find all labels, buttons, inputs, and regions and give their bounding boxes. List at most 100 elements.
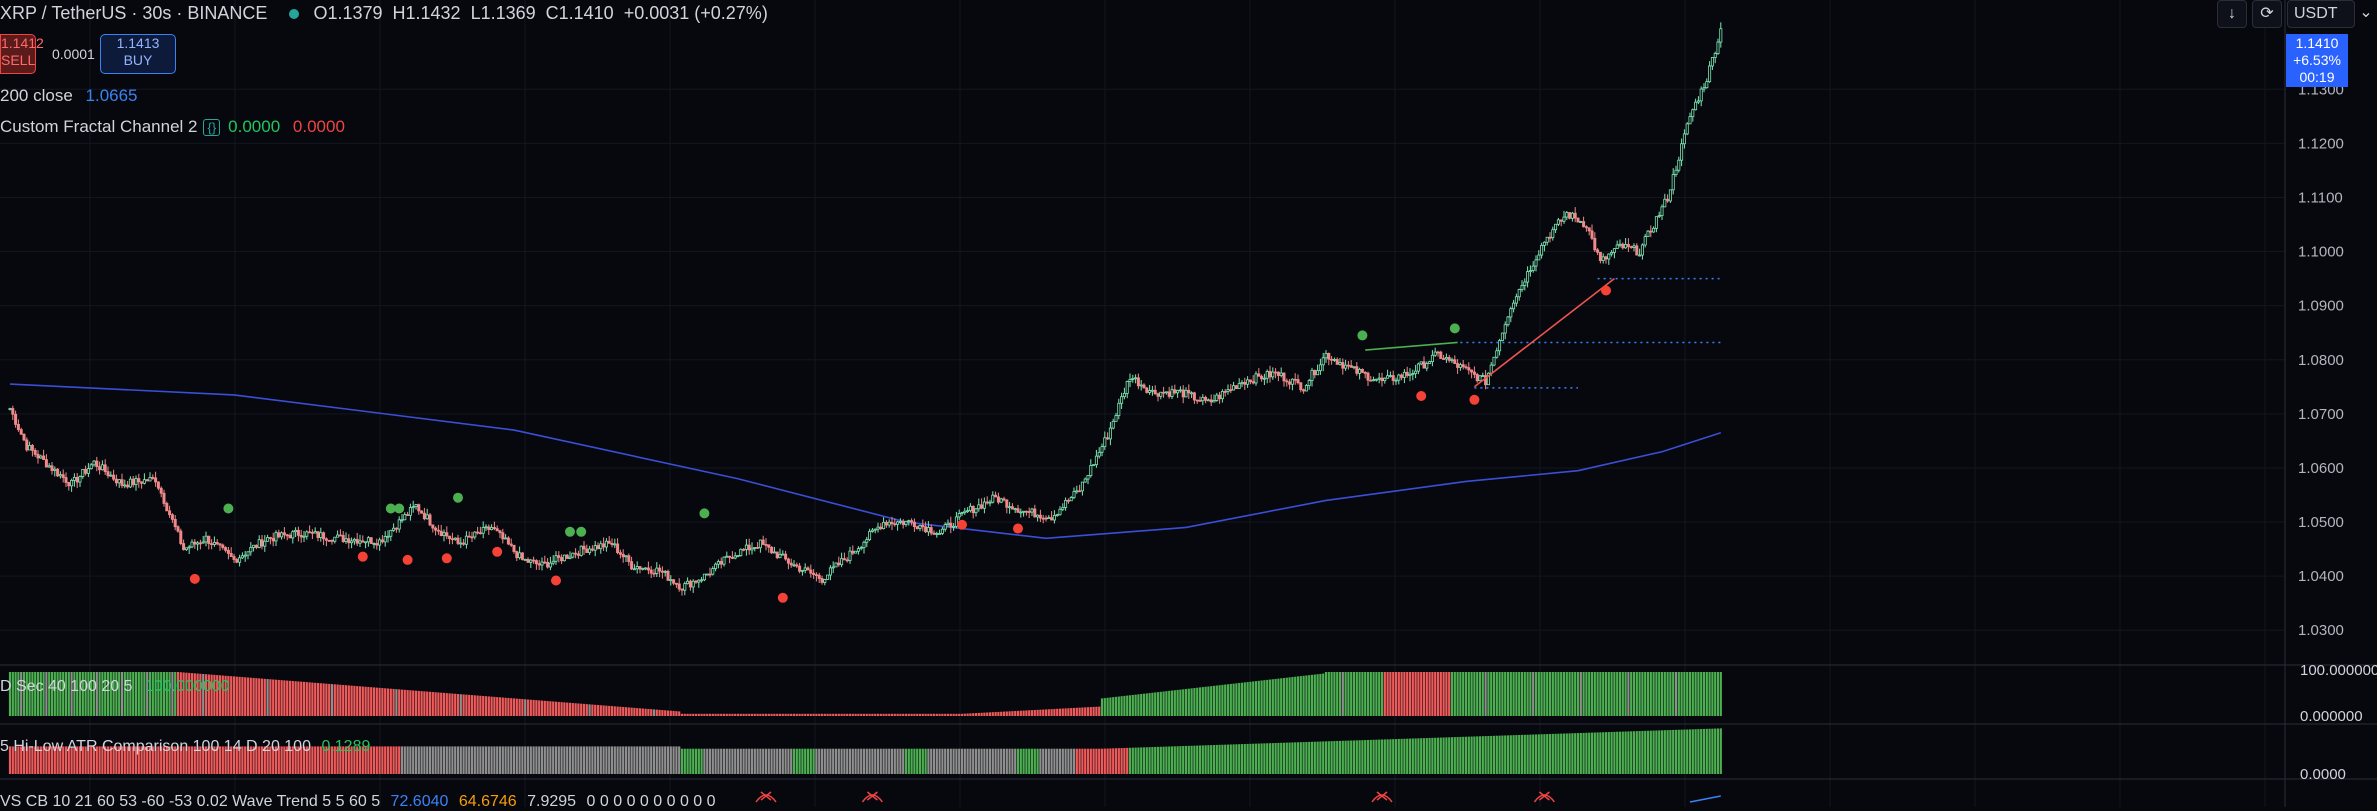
candle-down bbox=[462, 542, 466, 545]
candle bbox=[1229, 383, 1233, 394]
panel-1-bar bbox=[904, 713, 908, 716]
candle-down bbox=[1400, 374, 1404, 378]
panel-2-bar bbox=[277, 746, 280, 774]
panel-1-bar bbox=[230, 676, 233, 716]
candle-up bbox=[926, 527, 930, 533]
panel-2-bar bbox=[1624, 731, 1627, 774]
candle bbox=[389, 529, 393, 542]
candle bbox=[1150, 385, 1154, 396]
panel-1-bar bbox=[1100, 698, 1104, 716]
panel-1-bar bbox=[319, 683, 322, 716]
panel-1-bar bbox=[266, 679, 269, 716]
panel-2-bar bbox=[1702, 728, 1706, 774]
panel-1-bar bbox=[1641, 672, 1644, 716]
candle-up bbox=[39, 455, 43, 459]
panel-2-bar bbox=[510, 746, 513, 774]
panel-1-bar bbox=[510, 698, 513, 716]
ma-legend[interactable]: 200 close 1.0665 bbox=[0, 86, 138, 106]
panel-1-bar bbox=[692, 713, 695, 716]
sell-button[interactable]: 1.1412 SELL bbox=[0, 34, 44, 74]
candle bbox=[394, 527, 398, 533]
candle-up bbox=[588, 548, 592, 553]
panel-1-bar bbox=[146, 672, 149, 716]
candle-up bbox=[736, 555, 740, 557]
chevron-down-icon[interactable]: ⌄ bbox=[2359, 4, 2373, 21]
candle-up bbox=[856, 548, 860, 552]
panel-2-legend[interactable]: 5 Hi-Low ATR Comparison 100 14 D 20 100 … bbox=[0, 738, 370, 756]
candle bbox=[25, 437, 29, 452]
candle bbox=[876, 522, 880, 533]
candle bbox=[568, 551, 572, 560]
panel-1-bar bbox=[56, 672, 59, 716]
candle bbox=[1576, 217, 1580, 223]
panel-1-bar bbox=[532, 699, 535, 716]
panel-2-bar bbox=[78, 746, 82, 774]
candle-down bbox=[176, 526, 180, 532]
candle-down bbox=[431, 524, 435, 529]
candle-down bbox=[789, 562, 793, 566]
candle-up bbox=[1671, 174, 1675, 191]
candle-up bbox=[1640, 244, 1644, 256]
candle-up bbox=[792, 564, 796, 567]
fractal-legend[interactable]: Custom Fractal Channel 2{} 0.0000 0.0000 bbox=[0, 117, 345, 137]
candle-up bbox=[686, 580, 690, 585]
wave-line bbox=[1689, 795, 1721, 803]
candle-up bbox=[1100, 446, 1104, 453]
download-icon[interactable]: ↓ bbox=[2217, 0, 2247, 28]
panel-1-bar bbox=[339, 684, 342, 716]
panel-1-bar bbox=[1176, 689, 1179, 716]
candle-down bbox=[501, 532, 505, 540]
candle-down bbox=[448, 535, 452, 540]
candle-down bbox=[56, 468, 60, 477]
candle bbox=[294, 527, 298, 538]
candle bbox=[1414, 364, 1418, 379]
candle bbox=[1369, 375, 1373, 382]
panel-2-bar bbox=[311, 746, 314, 774]
candle bbox=[624, 555, 628, 562]
fractal-down-value: 0.0000 bbox=[292, 117, 345, 136]
price-tick-label: 1.1000 bbox=[2298, 244, 2344, 261]
panel-1-bar bbox=[314, 682, 317, 716]
panel-2-bar bbox=[1243, 744, 1246, 774]
panel-1-bar bbox=[1022, 710, 1025, 716]
panel-1-bar bbox=[1252, 681, 1255, 716]
candle-up bbox=[319, 532, 323, 538]
candle-up bbox=[134, 478, 138, 486]
refresh-icon[interactable]: ⟳ bbox=[2252, 0, 2282, 28]
panel-2-bar bbox=[1677, 729, 1680, 774]
panel-1-bar bbox=[1512, 672, 1515, 716]
candle bbox=[526, 557, 530, 563]
candle bbox=[1559, 219, 1563, 227]
panel-3-legend[interactable]: VS CB 10 21 60 53 -60 -53 0.02 Wave Tren… bbox=[0, 793, 716, 811]
panel-1-bar bbox=[375, 687, 378, 716]
panel-2-bar bbox=[193, 746, 196, 774]
panel-1-bar bbox=[370, 687, 373, 716]
candle bbox=[1142, 383, 1146, 389]
panel-1-bar bbox=[1156, 692, 1160, 716]
panel-1-bar bbox=[524, 699, 527, 716]
panel-1-bar bbox=[207, 674, 210, 716]
panel-1-bar bbox=[857, 713, 860, 716]
panel-2-bar bbox=[476, 746, 479, 774]
panel-2-bar bbox=[1282, 742, 1286, 774]
panel-1-bar bbox=[826, 713, 829, 716]
panel-1-bar bbox=[224, 675, 227, 716]
panel-1-bar bbox=[1008, 711, 1011, 716]
panel-2-bar bbox=[1030, 748, 1034, 774]
candle bbox=[1324, 350, 1328, 363]
currency-select[interactable]: USDT bbox=[2287, 0, 2355, 28]
candle bbox=[632, 564, 636, 571]
buy-button[interactable]: 1.1413 BUY bbox=[100, 34, 176, 74]
candle bbox=[1380, 372, 1384, 387]
panel-2-bar bbox=[56, 746, 59, 774]
panel-2-bar bbox=[1506, 735, 1510, 774]
panel-1-bar bbox=[591, 704, 594, 716]
candle bbox=[308, 525, 312, 534]
panel-2-bar bbox=[1389, 739, 1392, 774]
panel-2-bar bbox=[1610, 731, 1613, 774]
panel-1-bar bbox=[1638, 672, 1641, 716]
panel-1-legend[interactable]: D Sec 40 100 20 5 100.000000 bbox=[0, 678, 230, 696]
symbol-title[interactable]: XRP / TetherUS · 30s · BINANCE bbox=[0, 3, 268, 23]
candle bbox=[1178, 386, 1182, 393]
